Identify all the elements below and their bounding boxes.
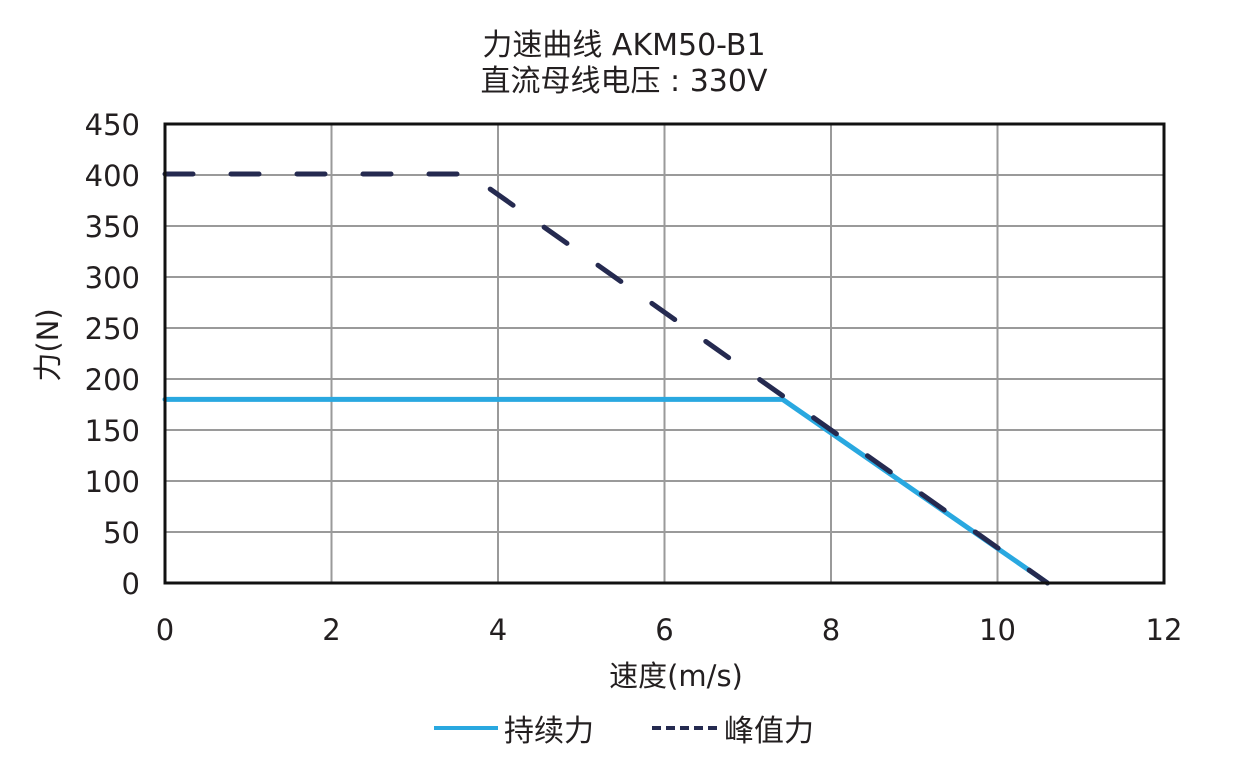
legend-solid-line-icon xyxy=(434,726,498,730)
chart-title-line1: 力速曲线 AKM50-B1 xyxy=(482,28,766,63)
legend-label-peak: 峰值力 xyxy=(724,714,814,749)
data-series xyxy=(162,171,1050,586)
y-tick-label: 250 xyxy=(85,312,140,346)
legend: 持续力 峰值力 xyxy=(0,706,1248,750)
y-tick-label: 400 xyxy=(85,159,140,193)
gridlines xyxy=(164,123,1165,584)
x-tick-label: 6 xyxy=(655,613,673,647)
legend-label-continuous: 持续力 xyxy=(504,714,594,749)
plot-area: 0 50 100 150 200 250 300 350 400 450 0 2 4 6 8 10 12 力(… xyxy=(31,108,1183,693)
y-tick-label: 100 xyxy=(85,465,140,499)
x-tick-labels: 0 2 4 6 8 10 12 xyxy=(156,613,1183,647)
chart-title: 力速曲线 AKM50-B1 直流母线电压 : 330V xyxy=(0,28,1248,100)
legend-dashed-line-icon xyxy=(652,726,718,730)
x-axis-label: 速度(m/s) xyxy=(609,659,743,693)
legend-item-continuous: 持续力 xyxy=(434,706,594,750)
chart-title-line2: 直流母线电压 : 330V xyxy=(480,64,768,99)
y-tick-label: 450 xyxy=(85,108,140,142)
y-tick-label: 300 xyxy=(85,261,140,295)
legend-item-peak: 峰值力 xyxy=(650,706,814,750)
x-tick-label: 2 xyxy=(322,613,340,647)
y-tick-label: 200 xyxy=(85,363,140,397)
y-tick-labels: 0 50 100 150 200 250 300 350 400 450 xyxy=(85,108,140,601)
x-tick-label: 12 xyxy=(1146,613,1183,647)
y-tick-label: 150 xyxy=(85,414,140,448)
y-axis-label: 力(N) xyxy=(31,308,65,381)
y-tick-label: 0 xyxy=(122,567,140,601)
x-tick-label: 4 xyxy=(489,613,507,647)
y-tick-label: 350 xyxy=(85,210,140,244)
x-tick-label: 0 xyxy=(156,613,174,647)
x-tick-label: 10 xyxy=(979,613,1016,647)
continuous-force-line xyxy=(162,396,1050,586)
x-tick-label: 8 xyxy=(822,613,840,647)
y-tick-label: 50 xyxy=(103,516,140,550)
plot-frame xyxy=(163,122,1166,585)
